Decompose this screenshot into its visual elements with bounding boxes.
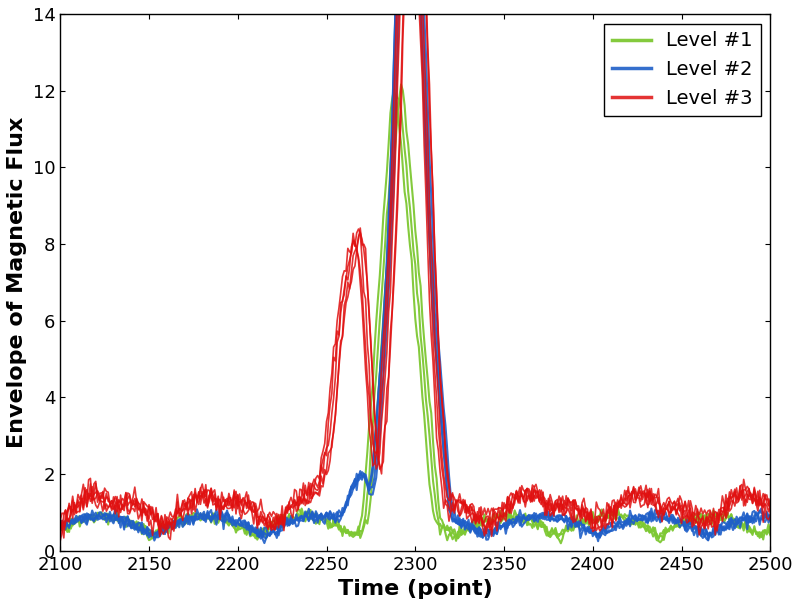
Level #1 xyxy=(510,507,519,514)
Level #2 xyxy=(148,528,158,535)
Level #1 xyxy=(414,269,424,276)
Level #3 xyxy=(510,494,519,502)
Level #2 xyxy=(510,521,519,528)
Level #3 xyxy=(311,474,321,482)
Level #3 xyxy=(148,516,158,523)
Level #3 xyxy=(55,529,65,536)
Level #2 xyxy=(703,536,713,544)
Level #1 xyxy=(311,512,321,519)
Level #1 xyxy=(655,539,665,546)
Level #2 xyxy=(311,516,321,524)
Line: Level #2: Level #2 xyxy=(60,0,770,540)
Level #1 xyxy=(578,519,587,526)
Level #1 xyxy=(446,524,455,531)
Level #2 xyxy=(55,524,65,531)
Level #1 xyxy=(55,521,65,528)
Level #3 xyxy=(414,0,424,6)
Line: Level #1: Level #1 xyxy=(60,84,770,542)
Level #3 xyxy=(578,501,587,508)
Legend: Level #1, Level #2, Level #3: Level #1, Level #2, Level #3 xyxy=(604,24,761,116)
Y-axis label: Envelope of Magnetic Flux: Envelope of Magnetic Flux xyxy=(7,116,27,448)
Level #2 xyxy=(578,528,587,536)
Level #1 xyxy=(766,530,775,538)
Level #3 xyxy=(694,531,704,539)
Level #3 xyxy=(446,507,455,514)
Level #3 xyxy=(766,502,775,510)
Level #2 xyxy=(766,513,775,520)
Line: Level #3: Level #3 xyxy=(60,0,770,535)
X-axis label: Time (point): Time (point) xyxy=(338,579,493,599)
Level #1 xyxy=(396,81,406,88)
Level #2 xyxy=(446,511,455,518)
Level #1 xyxy=(148,535,158,542)
